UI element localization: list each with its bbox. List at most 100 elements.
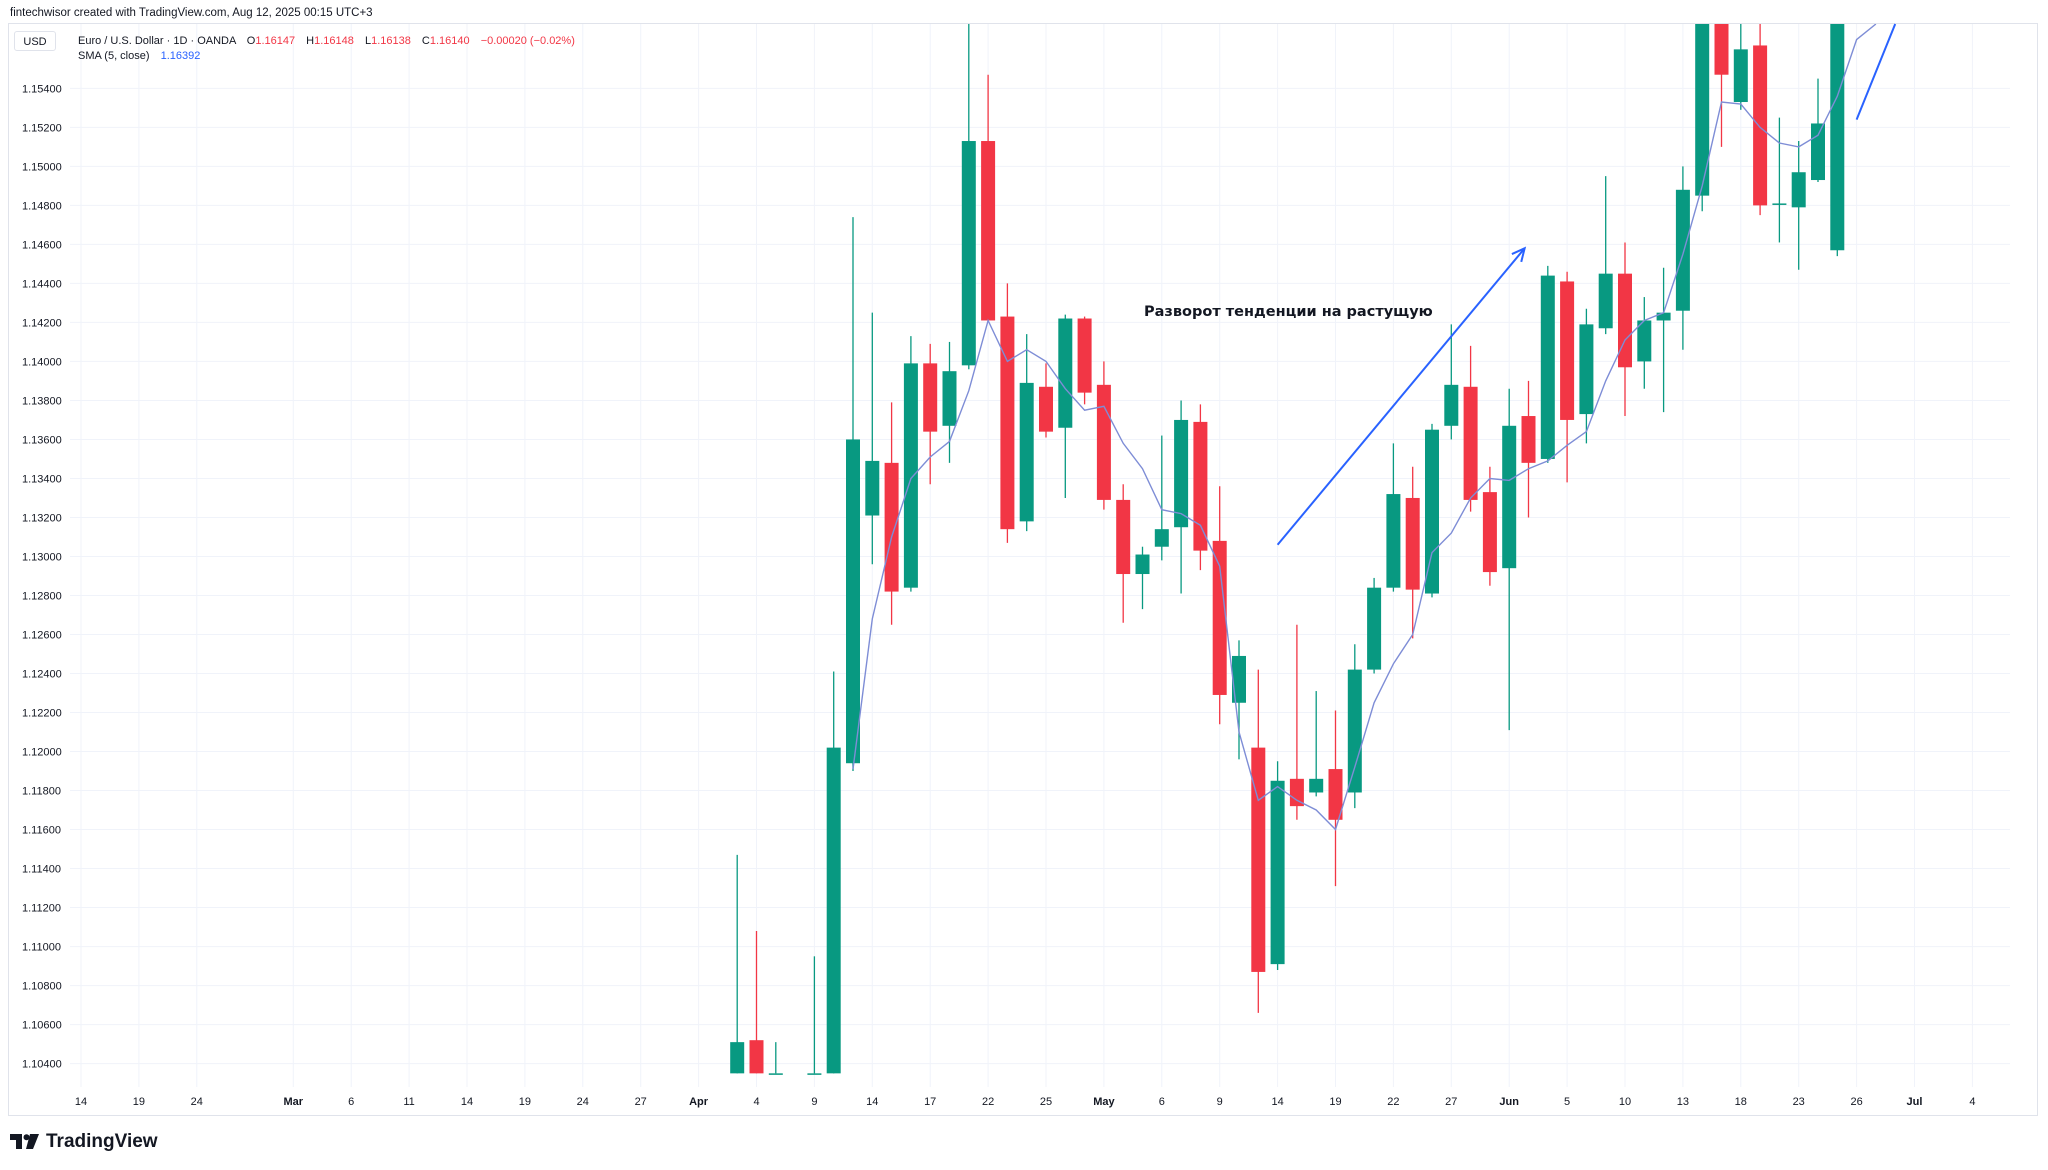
- x-tick-label: Jul: [1907, 1096, 1923, 1108]
- bullish-candle-body: [1675, 189, 1690, 311]
- tradingview-logo[interactable]: TradingView: [10, 1131, 158, 1153]
- bearish-candle-body: [1328, 769, 1343, 820]
- bullish-candle-body: [1444, 384, 1459, 426]
- bullish-candle-body: [1811, 123, 1825, 181]
- x-tick-label: 6: [1159, 1096, 1165, 1108]
- bearish-candle-body: [1077, 318, 1092, 393]
- bearish-candle-body: [1116, 499, 1131, 575]
- x-tick-label: 19: [133, 1096, 145, 1108]
- bullish-candle-body: [807, 1073, 822, 1075]
- y-tick-label: 1.14000: [22, 356, 62, 368]
- sma-label[interactable]: SMA (5, close): [78, 50, 150, 62]
- bullish-candle-body: [1579, 324, 1594, 415]
- x-tick-label: 13: [1677, 1096, 1689, 1108]
- bullish-candle-body: [1598, 273, 1613, 329]
- bearish-candle-body: [1753, 45, 1768, 206]
- bullish-candle-body: [865, 460, 880, 516]
- y-tick-label: 1.13600: [22, 434, 62, 446]
- y-tick-label: 1.15200: [22, 122, 62, 134]
- x-tick-label: 26: [1850, 1096, 1862, 1108]
- x-tick-label: 27: [635, 1096, 647, 1108]
- ohlc-legend-row[interactable]: Euro / U.S. Dollar · 1D · OANDA O1.16147…: [78, 34, 575, 49]
- x-tick-label: 19: [519, 1096, 531, 1108]
- high-value: 1.16148: [314, 35, 354, 47]
- bearish-candle-body: [981, 141, 996, 321]
- sma-value: 1.16392: [160, 50, 201, 62]
- bearish-candle-body: [1039, 386, 1053, 432]
- x-tick-label: 5: [1564, 1096, 1570, 1108]
- x-tick-label: 11: [403, 1096, 414, 1108]
- bullish-candle-body: [1540, 275, 1555, 459]
- y-tick-label: 1.12000: [22, 747, 62, 759]
- y-tick-label: 1.15000: [22, 161, 62, 173]
- sma-legend-row[interactable]: SMA (5, close) 1.16392: [78, 49, 575, 64]
- low-label: L: [364, 35, 372, 47]
- brand-name: TradingView: [46, 1131, 158, 1152]
- y-tick-label: 1.10600: [22, 1020, 62, 1032]
- y-tick-label: 1.13000: [22, 551, 62, 563]
- trend-arrows: [1276, 23, 1897, 546]
- y-tick-label: 1.13200: [22, 512, 62, 524]
- x-tick-label: 10: [1619, 1096, 1631, 1108]
- y-tick-label: 1.10400: [22, 1059, 62, 1071]
- bearish-candle-body: [884, 462, 899, 592]
- bullish-candle-body: [1772, 203, 1787, 205]
- bullish-candle-body: [1154, 529, 1169, 547]
- tradingview-logo-icon: [10, 1134, 39, 1149]
- x-tick-label: 9: [1217, 1096, 1223, 1108]
- bullish-candle-body: [961, 141, 976, 366]
- y-tick-label: 1.11400: [22, 864, 61, 876]
- bearish-candle-body: [923, 363, 938, 432]
- bearish-candle-body: [1289, 778, 1304, 807]
- y-tick-label: 1.11000: [22, 942, 61, 954]
- trend-arrow-line: [1276, 247, 1526, 546]
- x-tick-label: 14: [866, 1096, 878, 1108]
- bearish-candle-body: [1521, 416, 1536, 463]
- bullish-candle-body: [1502, 425, 1517, 569]
- bearish-candle-body: [1212, 540, 1227, 695]
- y-tick-label: 1.15400: [22, 83, 62, 95]
- y-axis: 1.15400 1.15200 1.15000 1.14800 1.14600 1.144…: [22, 83, 62, 1070]
- y-tick-label: 1.10800: [22, 981, 62, 993]
- x-tick-label: 23: [1793, 1096, 1805, 1108]
- x-tick-label: 6: [348, 1096, 354, 1108]
- bullish-candle-body: [1386, 494, 1401, 588]
- trend-reversal-annotation[interactable]: Разворот тенденции на растущую: [1144, 304, 1433, 320]
- x-tick-label: 19: [1329, 1096, 1341, 1108]
- bullish-candle-body: [1830, 24, 1845, 251]
- x-tick-label: May: [1093, 1096, 1115, 1108]
- x-tick-label: 17: [924, 1096, 936, 1108]
- x-tick-label: 25: [1040, 1096, 1052, 1108]
- bullish-candle-body: [768, 1073, 783, 1075]
- open-value: 1.16147: [255, 35, 296, 47]
- bullish-candle-body: [1425, 429, 1439, 594]
- bullish-candle-body: [1695, 24, 1710, 196]
- chart-legend: Euro / U.S. Dollar · 1D · OANDA O1.16147…: [78, 34, 575, 64]
- currency-button[interactable]: USD: [14, 31, 56, 51]
- bearish-candle-body: [1000, 316, 1015, 530]
- bullish-candle-body: [1347, 669, 1362, 793]
- bearish-candle-body: [1560, 281, 1575, 420]
- bearish-candle-body: [1251, 747, 1266, 972]
- x-tick-label: Jun: [1499, 1096, 1519, 1108]
- bullish-candle-body: [730, 1042, 745, 1074]
- sma-line-layer: [852, 24, 1877, 831]
- symbol-description[interactable]: Euro / U.S. Dollar · 1D · OANDA: [78, 35, 236, 47]
- bullish-candle-body: [1135, 554, 1150, 575]
- bullish-candle-body: [1309, 778, 1324, 793]
- trend-arrow-line: [1855, 23, 1897, 120]
- chart-frame[interactable]: [8, 23, 2038, 1116]
- sma-line: [852, 24, 1877, 831]
- y-tick-label: 1.13400: [22, 473, 62, 485]
- x-tick-label: 18: [1735, 1096, 1747, 1108]
- candles: [730, 24, 1845, 1075]
- bullish-candle-body: [846, 439, 860, 764]
- y-tick-label: 1.14200: [22, 317, 62, 329]
- close-value: 1.16140: [429, 35, 470, 47]
- y-tick-label: 1.12200: [22, 708, 62, 720]
- y-tick-label: 1.14800: [22, 200, 62, 212]
- low-value: 1.16138: [371, 35, 411, 47]
- y-tick-label: 1.13800: [22, 395, 62, 407]
- bullish-candle-body: [1058, 318, 1073, 428]
